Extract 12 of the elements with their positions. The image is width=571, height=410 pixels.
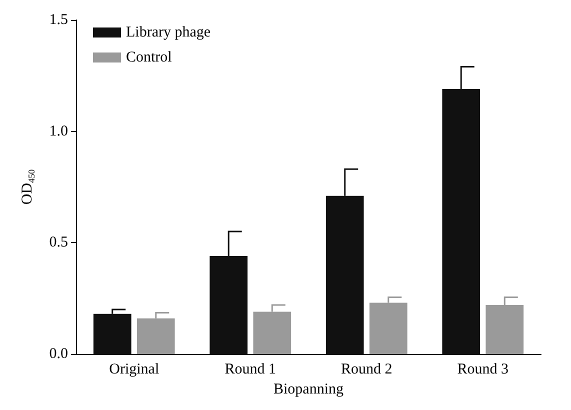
y-tick-label: 1.5 — [49, 12, 68, 28]
legend-label: Library phage — [126, 24, 211, 40]
x-tick-label: Round 1 — [224, 362, 276, 378]
x-tick-label: Original — [109, 362, 160, 378]
y-tick-label: 1.0 — [49, 123, 68, 140]
y-tick-label: 0.0 — [49, 346, 68, 362]
y-tick-label: 0.5 — [49, 234, 68, 251]
x-tick-label: Round 2 — [340, 362, 392, 378]
x-tick-label: Round 3 — [457, 362, 509, 378]
legend-label: Control — [126, 50, 172, 66]
x-axis-title: Biopanning — [274, 381, 344, 398]
y-axis-title: OD450 — [20, 168, 36, 205]
